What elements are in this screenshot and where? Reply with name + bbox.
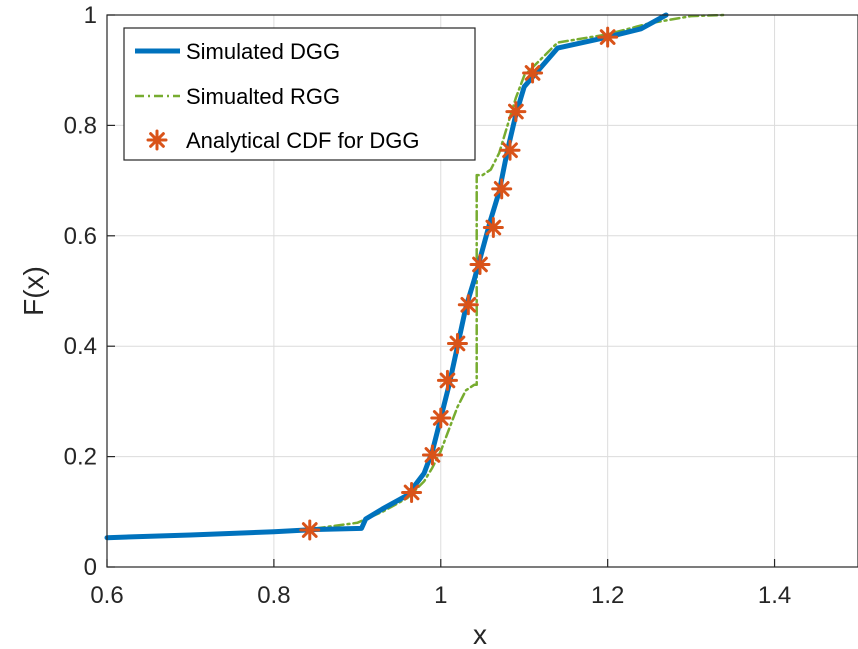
- analytical-cdf-marker: [401, 481, 423, 503]
- analytical-cdf-marker: [457, 294, 479, 316]
- y-tick-label: 0.2: [64, 444, 97, 471]
- analytical-cdf-marker: [491, 178, 513, 200]
- x-tick-label: 1: [434, 582, 447, 609]
- plot-area: [104, 12, 726, 541]
- analytical-cdf-marker: [469, 254, 491, 276]
- analytical-cdf-marker: [299, 519, 321, 541]
- legend-swatch-analytical: [146, 129, 168, 151]
- analytical-cdf-marker: [421, 444, 443, 466]
- y-tick-label: 0: [84, 554, 97, 581]
- x-tick-label: 1.2: [591, 582, 624, 609]
- axes-box: [106, 14, 858, 568]
- y-tick-label: 0.4: [64, 333, 97, 360]
- analytical-cdf-marker: [505, 101, 527, 123]
- x-tick-label: 0.8: [257, 582, 290, 609]
- legend-label-rgg: Simualted RGG: [186, 84, 340, 109]
- y-tick-label: 0.8: [64, 112, 97, 139]
- x-axis-label: x: [473, 619, 487, 649]
- legend-label-analytical: Analytical CDF for DGG: [186, 128, 420, 153]
- analytical-cdf-marker: [436, 369, 458, 391]
- legend: Simulated DGG Simualted RGG Analytical C…: [123, 27, 476, 161]
- analytical-cdf-marker: [499, 139, 521, 161]
- analytical-cdf-marker: [597, 26, 619, 48]
- analytical-cdf-marker: [522, 62, 544, 84]
- x-tick-label: 1.4: [758, 582, 791, 609]
- y-tick-label: 0.6: [64, 223, 97, 250]
- analytical-cdf-marker: [446, 332, 468, 354]
- analytical-cdf-marker: [430, 407, 452, 429]
- y-axis-label: F(x): [18, 266, 49, 316]
- legend-box: [123, 27, 476, 161]
- series-line-simulated-dgg: [104, 12, 669, 541]
- legend-star-icon: [146, 129, 168, 151]
- analytical-cdf-marker: [482, 217, 504, 239]
- legend-label-dgg: Simulated DGG: [186, 39, 340, 64]
- y-tick-label: 1: [84, 2, 97, 29]
- ticks: 0.6 0.8 1 1.2 1.4 0 0.2 0.4 0.6 0.8 1: [64, 2, 792, 609]
- x-tick-label: 0.6: [90, 582, 123, 609]
